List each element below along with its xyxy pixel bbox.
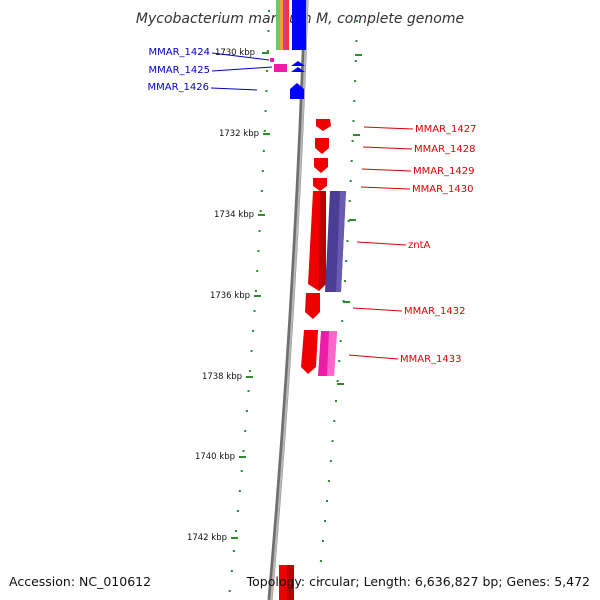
tick-mark: [246, 376, 253, 378]
tick-label: 1738 kbp: [202, 372, 242, 382]
gene-label[interactable]: MMAR_1429: [413, 166, 475, 177]
tick-label: 1742 kbp: [187, 533, 227, 543]
gene-label[interactable]: MMAR_1424: [149, 47, 211, 58]
gene-label[interactable]: MMAR_1428: [414, 144, 476, 155]
gene-mmar-1429[interactable]: [314, 158, 328, 173]
tick-mark: [239, 456, 246, 458]
bottom-gene-block: [279, 565, 294, 600]
coordinate-ticks: 1730 kbp 1732 kbp 1734 kbp 1736 kbp 1738 kbp…: [187, 48, 270, 543]
left-gene-labels: MMAR_1424 MMAR_1425 MMAR_1426: [148, 47, 273, 93]
tick-label: 1730 kbp: [215, 48, 255, 58]
gene-mmar-1432[interactable]: [305, 293, 320, 319]
outer-track-ring: [228, 10, 362, 592]
leader-line: [362, 146, 413, 150]
leader-line: [360, 186, 411, 190]
gene-mmar-1427[interactable]: [316, 119, 331, 131]
leader-line: [361, 168, 412, 172]
gene-mmar-1433[interactable]: [301, 330, 337, 376]
gene-label[interactable]: MMAR_1425: [149, 65, 211, 76]
leader-line: [211, 66, 273, 72]
leader-line: [363, 126, 414, 130]
tick-mark: [263, 133, 270, 135]
gene-label[interactable]: MMAR_1430: [412, 184, 474, 195]
tick-label: 1736 kbp: [210, 291, 250, 301]
leader-line: [210, 87, 258, 91]
top-gene-block: [276, 0, 306, 50]
gene-label[interactable]: zntA: [408, 240, 431, 251]
tick-mark: [231, 537, 238, 539]
accession-text: Accession: NC_010612: [9, 574, 151, 589]
tick-mark: [262, 52, 269, 54]
topology-text: Topology: circular; Length: 6,636,827 bp…: [246, 574, 590, 589]
leader-line: [348, 354, 399, 360]
gene-mmar-1428[interactable]: [315, 138, 329, 154]
tick-mark: [254, 295, 261, 297]
gene-label[interactable]: MMAR_1433: [400, 354, 462, 365]
leader-line: [352, 307, 403, 312]
gene-znta[interactable]: [325, 191, 346, 292]
tick-label: 1734 kbp: [214, 210, 254, 220]
gene-label[interactable]: MMAR_1427: [415, 124, 477, 135]
gene-mmar-1426[interactable]: [290, 83, 304, 99]
right-gene-labels: MMAR_1427 MMAR_1428 MMAR_1429 MMAR_1430 zntA…: [348, 124, 477, 365]
gene-mmar-1425[interactable]: [274, 61, 305, 72]
tick-mark: [258, 214, 265, 216]
gene-mmar-1424[interactable]: [270, 58, 274, 62]
gene-znta-red[interactable]: [308, 191, 326, 291]
genome-backbone: [267, 0, 309, 600]
gene-mmar-1430[interactable]: [313, 178, 327, 191]
gene-label[interactable]: MMAR_1426: [148, 82, 210, 93]
leader-line: [211, 52, 270, 61]
tick-label: 1732 kbp: [219, 129, 259, 139]
leader-line: [356, 241, 407, 246]
tick-label: 1740 kbp: [195, 452, 235, 462]
gene-label[interactable]: MMAR_1432: [404, 306, 466, 317]
